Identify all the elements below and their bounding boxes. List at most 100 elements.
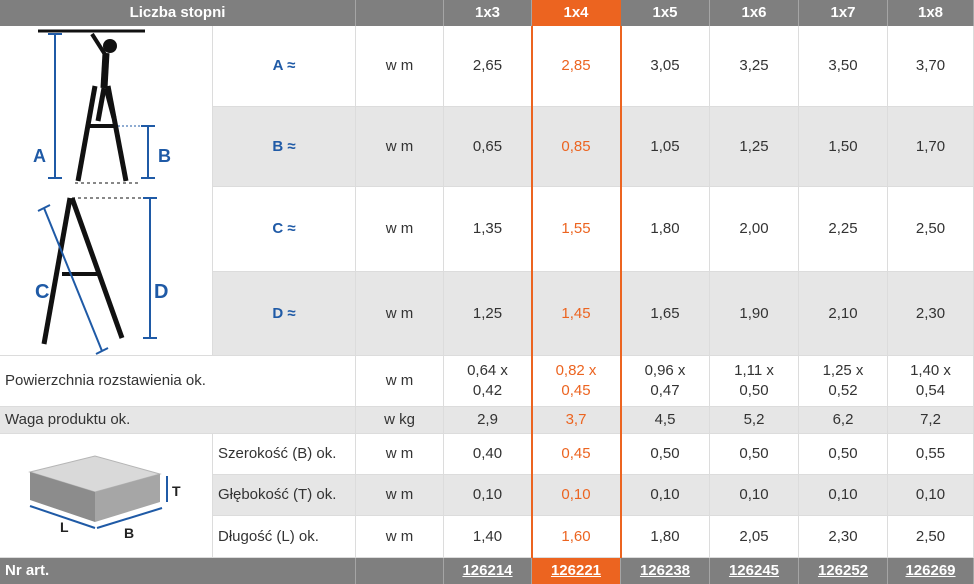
package-diagram: T L B (0, 434, 213, 558)
footer-unit-blank (356, 558, 444, 584)
header-col-1x4: 1x4 (532, 0, 621, 26)
table-cell: 1,40 x 0,54 (888, 356, 974, 407)
surface-value-line: 0,96 x (644, 362, 686, 379)
table-cell: 0,10 (888, 475, 974, 516)
ladder-leg-front (75, 85, 98, 182)
table-cell: 1,25 (710, 107, 799, 187)
row-unit: w m (356, 516, 444, 558)
table-cell: 2,50 (888, 516, 974, 558)
row-unit: w m (356, 434, 444, 475)
table-cell: 4,5 (621, 407, 710, 434)
table-cell: 2,05 (710, 516, 799, 558)
article-cell: 126245 (710, 558, 799, 584)
table-cell: 1,25 x 0,52 (799, 356, 888, 407)
table-cell-highlight: 1,45 (532, 272, 621, 356)
ladder-leg-left (41, 197, 73, 345)
table-cell: 1,40 (444, 516, 532, 558)
table-cell: 0,96 x 0,47 (621, 356, 710, 407)
person-arm-icon (90, 32, 108, 58)
row-unit: w m (356, 475, 444, 516)
article-cell: 126269 (888, 558, 974, 584)
row-unit: w m (356, 272, 444, 356)
package-diagram-svg: T L B (28, 455, 181, 541)
table-cell: 2,65 (444, 26, 532, 107)
table-cell: 1,80 (621, 516, 710, 558)
table-cell: 2,10 (799, 272, 888, 356)
ladder-diagram: A B C (0, 26, 213, 356)
table-cell-highlight: 0,85 (532, 107, 621, 187)
article-link[interactable]: 126214 (462, 562, 513, 579)
article-cell-highlight: 126221 (532, 558, 621, 584)
article-cell: 126214 (444, 558, 532, 584)
table-cell: 0,10 (444, 475, 532, 516)
weight-label: Waga produktu ok. (0, 407, 356, 434)
table-cell: 2,9 (444, 407, 532, 434)
article-link[interactable]: 126245 (728, 562, 780, 579)
package-label-depth: Głębokość (T) ok. (213, 475, 356, 516)
table-cell: 7,2 (888, 407, 974, 434)
surface-value-line: 1,25 x (822, 362, 864, 379)
row-label-b: B ≈ (213, 107, 356, 187)
table-cell: 1,50 (799, 107, 888, 187)
box-side-icon (95, 474, 160, 522)
table-cell: 2,30 (799, 516, 888, 558)
dimension-c-cap-bottom (95, 347, 109, 355)
table-cell: 3,25 (710, 26, 799, 107)
footer-label: Nr art. (0, 558, 356, 584)
table-cell: 3,05 (621, 26, 710, 107)
article-link[interactable]: 126238 (639, 562, 691, 579)
table-cell-highlight: 0,82 x 0,45 (532, 356, 621, 407)
label-l: L (60, 519, 69, 535)
surface-label: Powierzchnia rozstawienia ok. (0, 356, 356, 407)
table-cell: 0,50 (799, 434, 888, 475)
table-cell: 5,2 (710, 407, 799, 434)
table-cell-highlight: 2,85 (532, 26, 621, 107)
surface-value-line: 1,11 x (734, 362, 774, 379)
table-cell: 0,10 (621, 475, 710, 516)
row-label-d: D ≈ (213, 272, 356, 356)
table-cell: 2,00 (710, 187, 799, 272)
article-cell: 126252 (799, 558, 888, 584)
dimension-c-cap-top (37, 204, 51, 212)
header-title: Liczba stopni (0, 0, 356, 26)
table-cell: 1,25 (444, 272, 532, 356)
article-link[interactable]: 126221 (550, 562, 602, 579)
row-unit: w m (356, 187, 444, 272)
person-leg-icon (95, 87, 107, 122)
table-cell-highlight: 3,7 (532, 407, 621, 434)
table-cell: 0,10 (710, 475, 799, 516)
table-cell: 2,30 (888, 272, 974, 356)
label-t: T (172, 483, 181, 499)
table-cell-highlight: 1,55 (532, 187, 621, 272)
article-link[interactable]: 126269 (905, 562, 956, 579)
header-unit-blank (356, 0, 444, 26)
table-cell: 0,64 x 0,42 (444, 356, 532, 407)
table-cell: 2,25 (799, 187, 888, 272)
table-cell: 3,70 (888, 26, 974, 107)
dimension-b-line (96, 507, 163, 529)
table-cell: 1,70 (888, 107, 974, 187)
row-label-a: A ≈ (213, 26, 356, 107)
surface-value-line: 0,64 x (467, 362, 508, 379)
article-link[interactable]: 126252 (817, 562, 869, 579)
label-b: B (158, 146, 171, 166)
surface-value-line: 0,52 (828, 382, 858, 399)
label-c: C (35, 281, 49, 303)
header-col-1x6: 1x6 (710, 0, 799, 26)
table-cell: 1,90 (710, 272, 799, 356)
row-unit: w kg (356, 407, 444, 434)
box-front-icon (30, 472, 95, 522)
table-cell: 1,11 x 0,50 (710, 356, 799, 407)
header-col-1x5: 1x5 (621, 0, 710, 26)
surface-value-line: 0,82 x (555, 362, 597, 379)
surface-value-line: 1,40 x (910, 362, 951, 379)
table-cell-highlight: 0,45 (532, 434, 621, 475)
table-cell-highlight: 1,60 (532, 516, 621, 558)
row-label-c: C ≈ (213, 187, 356, 272)
table-cell: 0,55 (888, 434, 974, 475)
table-cell: 0,50 (710, 434, 799, 475)
table-cell: 3,50 (799, 26, 888, 107)
ladder-diagram-svg: A B C (33, 29, 171, 355)
table-cell: 1,05 (621, 107, 710, 187)
row-unit: w m (356, 356, 444, 407)
